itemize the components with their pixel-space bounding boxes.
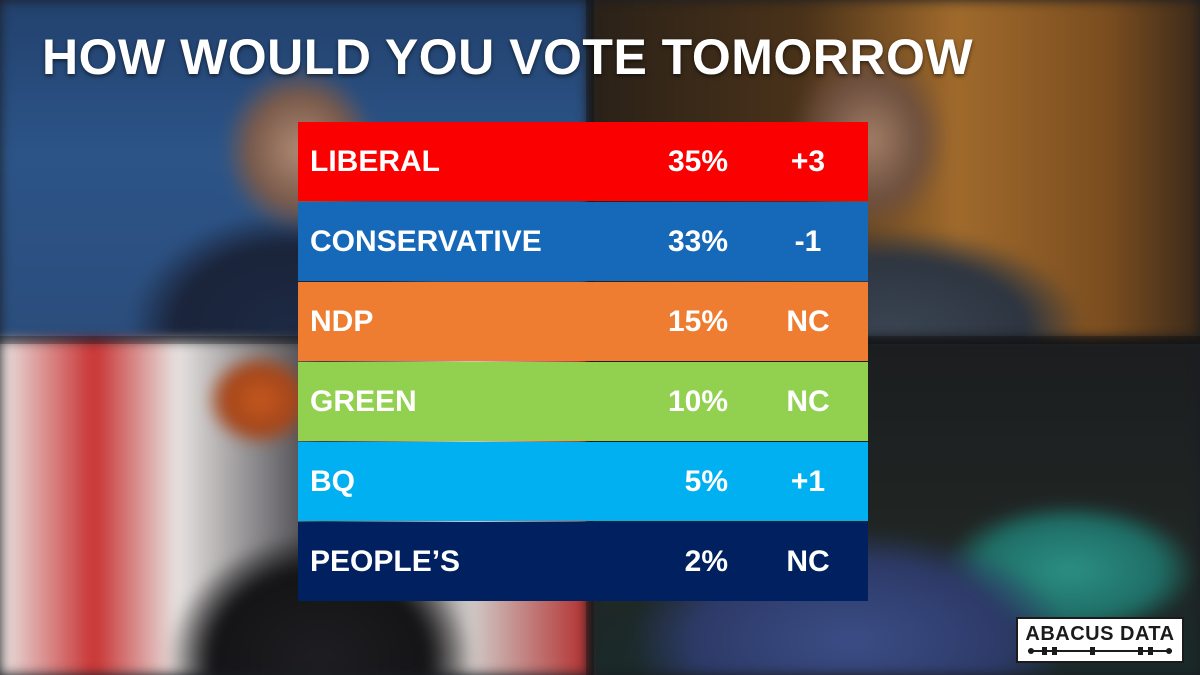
party-name: NDP	[310, 304, 374, 338]
vote-share: 2%	[684, 544, 728, 578]
vote-table: LIBERAL 35% +3 CONSERVATIVE 33% -1 NDP 15% NC GRE…	[298, 122, 868, 601]
table-row: LIBERAL 35% +3	[298, 122, 868, 201]
change-value: NC	[786, 544, 830, 578]
vote-share: 10%	[667, 384, 728, 418]
party-name: LIBERAL	[310, 144, 440, 178]
table-row: PEOPLE’S 2% NC	[298, 522, 868, 601]
abacus-data-logo: ABACUS DATA	[1016, 617, 1184, 663]
change-value: NC	[786, 304, 830, 338]
vote-share: 35%	[667, 144, 728, 178]
table-row: NDP 15% NC	[298, 282, 868, 361]
party-name: PEOPLE’S	[310, 544, 461, 578]
vote-share: 33%	[667, 224, 728, 258]
table-row: CONSERVATIVE 33% -1	[298, 202, 868, 281]
party-name: CONSERVATIVE	[310, 224, 542, 258]
party-name: BQ	[310, 464, 355, 498]
abacus-logo-icon	[1028, 647, 1172, 655]
table-row: BQ 5% +1	[298, 442, 868, 521]
change-value: -1	[794, 224, 822, 258]
table-row: GREEN 10% NC	[298, 362, 868, 441]
chart-title: HOW WOULD YOU VOTE TOMORROW	[42, 29, 974, 85]
change-value: +3	[790, 144, 826, 178]
party-name: GREEN	[310, 384, 417, 418]
change-value: +1	[790, 464, 826, 498]
logo-text: ABACUS DATA	[1025, 623, 1175, 645]
change-value: NC	[786, 384, 830, 418]
vote-share: 15%	[667, 304, 728, 338]
vote-share: 5%	[684, 464, 728, 498]
